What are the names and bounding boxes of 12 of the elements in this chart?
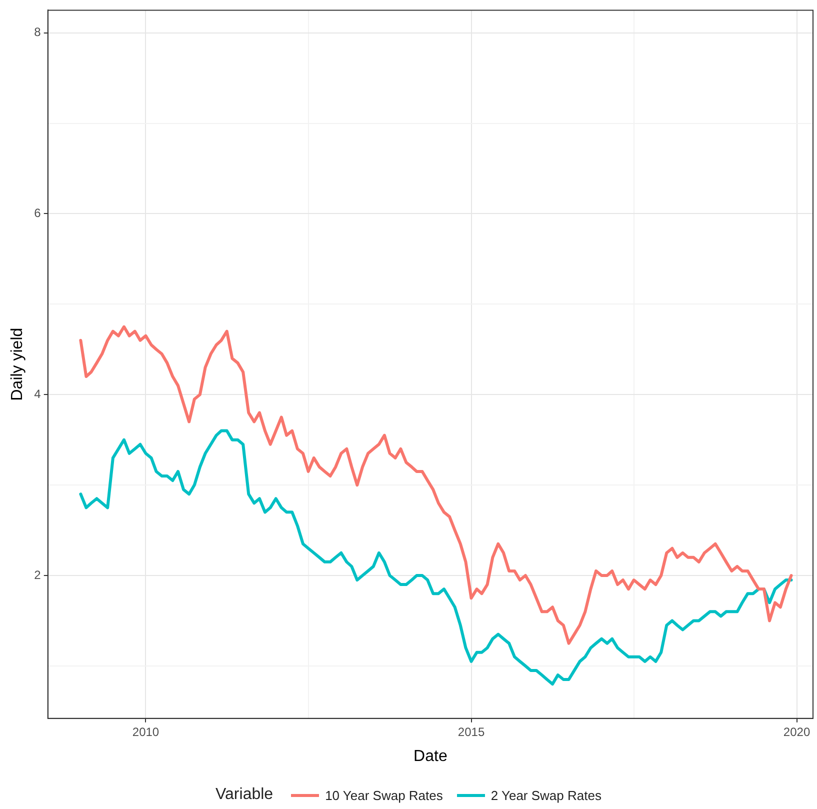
y-tick-label: 2 xyxy=(34,568,42,582)
y-tick-label: 6 xyxy=(34,206,42,220)
x-tick-label: 2020 xyxy=(783,724,810,739)
legend-label: 10 Year Swap Rates xyxy=(325,788,443,802)
x-axis-title: Date xyxy=(414,748,448,765)
legend-title: Variable xyxy=(216,786,274,804)
x-tick-label: 2015 xyxy=(458,724,485,739)
y-tick-label: 8 xyxy=(34,25,42,40)
y-tick-label: 4 xyxy=(34,386,42,401)
legend-label: 2 Year Swap Rates xyxy=(490,788,602,802)
x-tick-label: 2010 xyxy=(132,724,160,739)
y-axis-title: Daily yield xyxy=(9,328,26,401)
